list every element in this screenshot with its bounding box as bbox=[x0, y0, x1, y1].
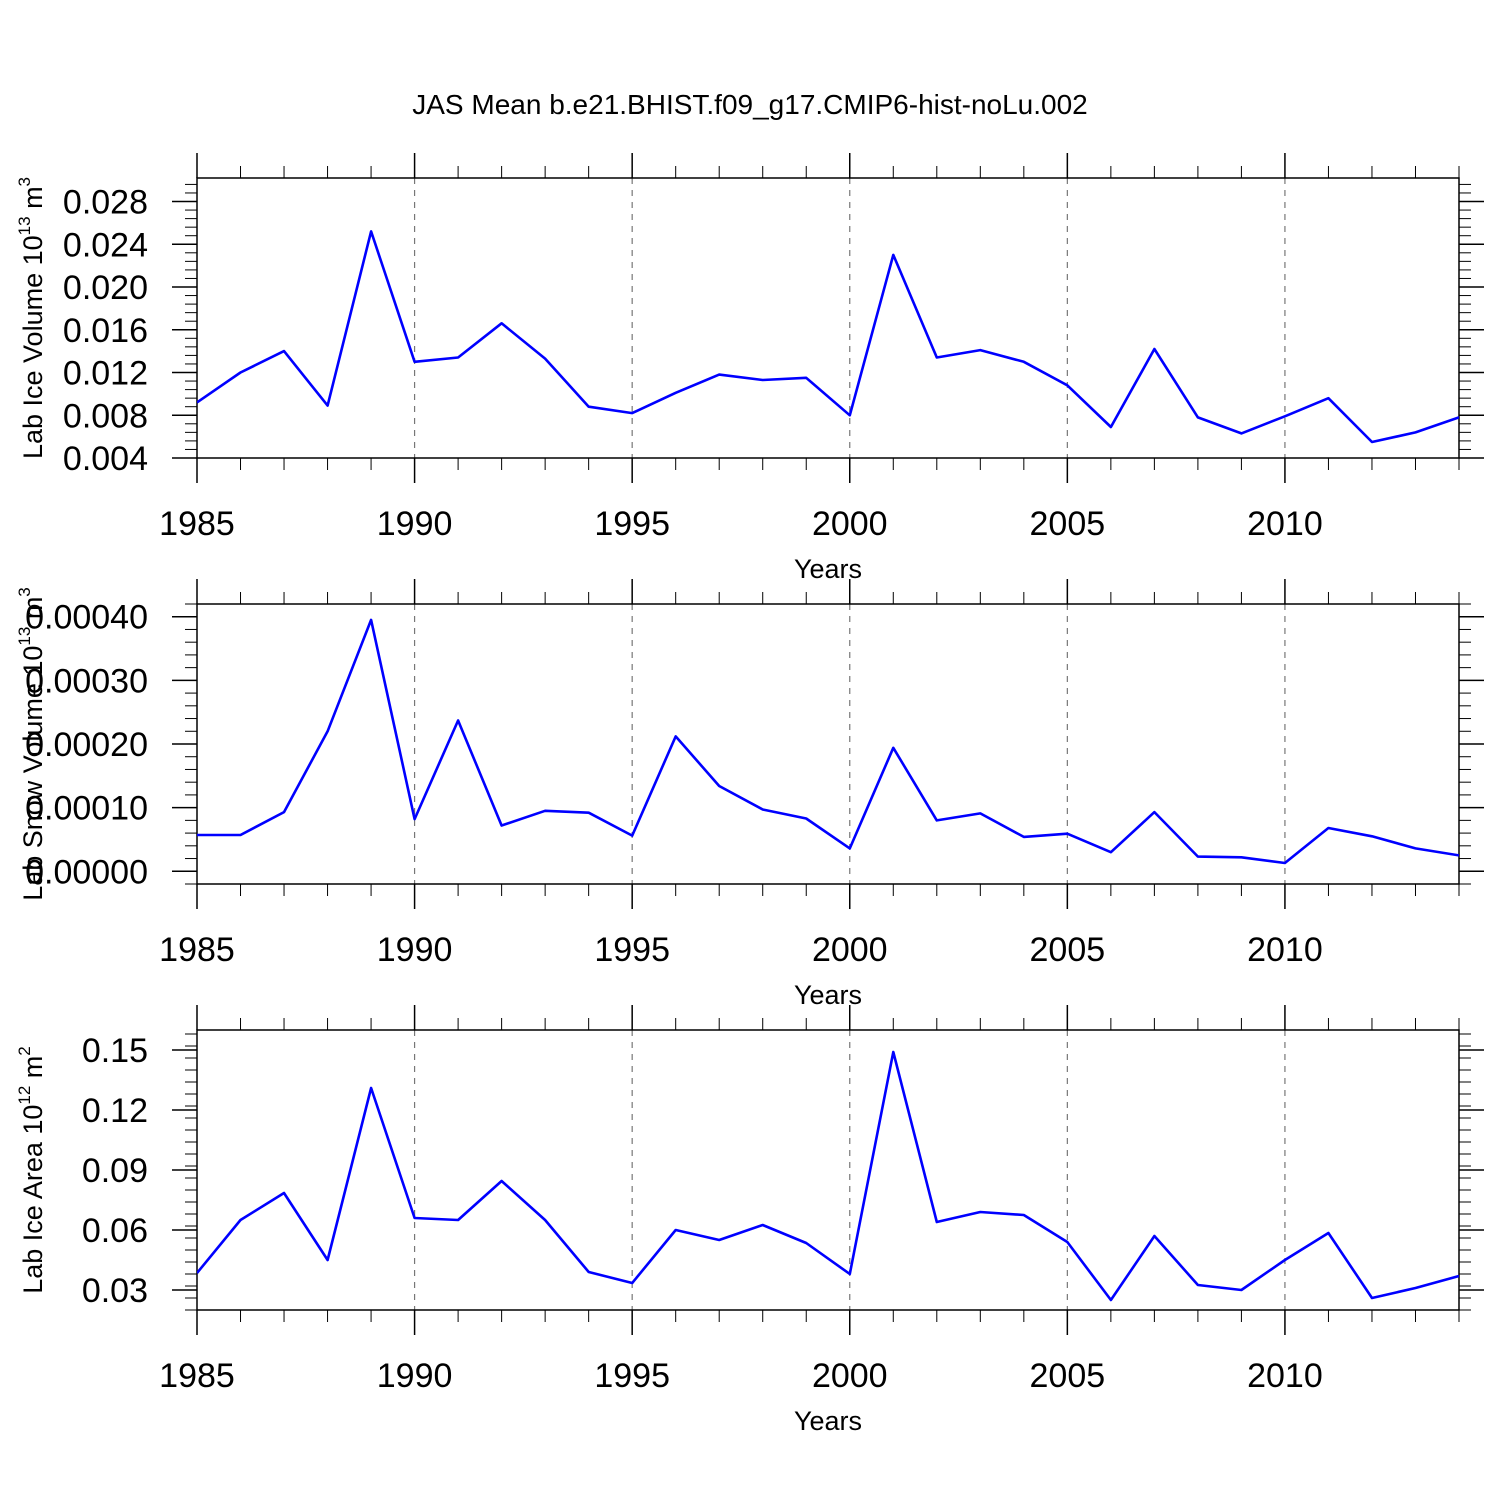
snow-volume-ytick-label: 0.00010 bbox=[25, 790, 148, 828]
snow-volume-frame bbox=[196, 603, 1460, 885]
ice-volume-frame bbox=[196, 177, 1460, 459]
snow-volume-panel: 1985 1990 1995 2000 2005 2010 0.00000 0.00010 0.… bbox=[15, 579, 1484, 1010]
ice-area-ytick-label: 0.03 bbox=[82, 1272, 148, 1310]
ice-volume-xtick-label: 1985 bbox=[159, 505, 235, 543]
ice-volume-xtick-label: 1995 bbox=[594, 505, 670, 543]
snow-volume-yaxis-title: Lab Snow Volume 1013 m3 bbox=[15, 587, 48, 901]
snow-volume-ytick-label: 0.00020 bbox=[25, 726, 148, 764]
ice-volume-xtick-label: 2005 bbox=[1030, 505, 1106, 543]
snow-volume-yaxis-title-exp: 13 bbox=[15, 627, 34, 646]
ice-volume-ytick-label: 0.016 bbox=[63, 312, 148, 350]
ice-area-frame bbox=[196, 1029, 1460, 1311]
ice-volume-yaxis-title-unit-exp: 3 bbox=[15, 177, 34, 186]
ice-volume-xtick-label: 2010 bbox=[1247, 505, 1323, 543]
ice-area-xtick-label: 2005 bbox=[1030, 1357, 1106, 1395]
ice-volume-xaxis-title: Years bbox=[794, 554, 862, 584]
ice-area-ytick-label: 0.09 bbox=[82, 1152, 148, 1190]
snow-volume-xtick-label: 1990 bbox=[377, 931, 453, 969]
figure-title: JAS Mean b.e21.BHIST.f09_g17.CMIP6-hist-… bbox=[412, 89, 1088, 120]
snow-volume-xtick-label: 2010 bbox=[1247, 931, 1323, 969]
snow-volume-series-line bbox=[197, 618, 1459, 865]
ice-area-ytick-label: 0.12 bbox=[82, 1092, 148, 1130]
ice-volume-yaxis-title: Lab Ice Volume 1013 m3 bbox=[15, 177, 48, 459]
snow-volume-xtick-label: 2000 bbox=[812, 931, 888, 969]
snow-volume-ytick-label: 0.00030 bbox=[25, 662, 148, 700]
snow-volume-xtick-label: 1995 bbox=[594, 931, 670, 969]
ice-area-xtick-label: 1985 bbox=[159, 1357, 235, 1395]
ice-area-xaxis-title: Years bbox=[794, 1406, 862, 1436]
ice-volume-ytick-label: 0.028 bbox=[63, 184, 148, 222]
snow-volume-yaxis-title-unit: m bbox=[18, 597, 48, 627]
ice-area-xtick-label: 2010 bbox=[1247, 1357, 1323, 1395]
ice-area-xtick-label: 1995 bbox=[594, 1357, 670, 1395]
ice-volume-series-line bbox=[197, 230, 1459, 444]
ice-volume-xtick-label: 1990 bbox=[377, 505, 453, 543]
ice-volume-ytick-label: 0.020 bbox=[63, 269, 148, 307]
ice-volume-ytick-label: 0.008 bbox=[63, 397, 148, 435]
ice-volume-yaxis-title-unit: m bbox=[18, 186, 48, 216]
ice-volume-ytick-label: 0.024 bbox=[63, 226, 148, 264]
snow-volume-xtick-label: 1985 bbox=[159, 931, 235, 969]
ice-area-yaxis-title-unit-exp: 2 bbox=[15, 1046, 34, 1055]
ice-area-yaxis-title-exp: 12 bbox=[15, 1086, 34, 1105]
ice-area-xtick-label: 2000 bbox=[812, 1357, 888, 1395]
ice-volume-yaxis-title-base: Lab Ice Volume 10 bbox=[18, 235, 48, 459]
ice-area-yaxis-title-base: Lab Ice Area 10 bbox=[18, 1105, 48, 1294]
snow-volume-xtick-label: 2005 bbox=[1030, 931, 1106, 969]
ice-volume-panel: 1985 1990 1995 2000 2005 2010 0.004 0.008 0.012 0… bbox=[15, 153, 1484, 584]
ice-volume-xtick-label: 2000 bbox=[812, 505, 888, 543]
ice-area-panel: 1985 1990 1995 2000 2005 2010 0.03 0.06 0.09 0.12… bbox=[15, 1005, 1484, 1436]
snow-volume-ytick-label: 0.00040 bbox=[25, 599, 148, 637]
ice-area-xtick-label: 1990 bbox=[377, 1357, 453, 1395]
ice-area-ytick-label: 0.15 bbox=[82, 1032, 148, 1070]
snow-volume-xaxis-title: Years bbox=[794, 980, 862, 1010]
snow-volume-ytick-label: 0.00000 bbox=[25, 853, 148, 891]
ice-volume-ytick-label: 0.012 bbox=[63, 355, 148, 393]
ice-volume-ytick-label: 0.004 bbox=[63, 440, 148, 478]
ice-area-yaxis-title: Lab Ice Area 1012 m2 bbox=[15, 1046, 48, 1294]
ice-area-series-line bbox=[197, 1050, 1459, 1302]
ice-volume-yaxis-title-exp: 13 bbox=[15, 216, 34, 235]
ice-area-yaxis-title-unit: m bbox=[18, 1056, 48, 1086]
ice-area-ytick-label: 0.06 bbox=[82, 1212, 148, 1250]
snow-volume-yaxis-title-base: Lab Snow Volume 10 bbox=[18, 646, 48, 901]
snow-volume-yaxis-title-unit-exp: 3 bbox=[15, 587, 34, 596]
